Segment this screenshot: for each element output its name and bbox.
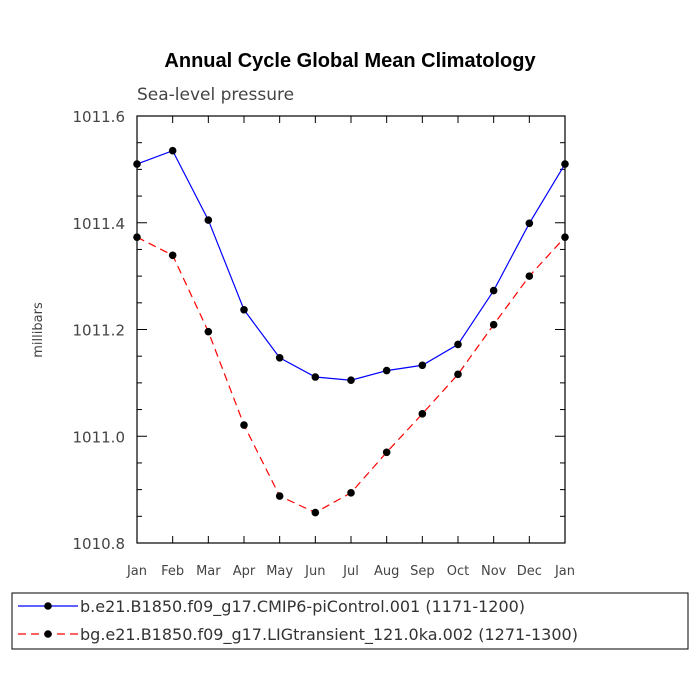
data-point bbox=[311, 373, 320, 381]
data-point bbox=[133, 233, 141, 241]
legend-marker bbox=[44, 630, 52, 638]
data-point bbox=[275, 353, 284, 362]
x-tick-label: Sep bbox=[410, 564, 435, 579]
x-tick-label: Oct bbox=[447, 564, 469, 579]
data-point bbox=[525, 272, 534, 280]
data-point bbox=[275, 492, 284, 500]
series-line-2 bbox=[136, 236, 566, 514]
data-point bbox=[168, 146, 177, 155]
data-point bbox=[454, 340, 462, 349]
x-tick-label: Aug bbox=[374, 564, 399, 579]
data-point bbox=[561, 233, 569, 241]
x-tick-label: Nov bbox=[481, 564, 507, 579]
data-point bbox=[382, 448, 391, 457]
data-point bbox=[454, 370, 462, 379]
data-point bbox=[347, 376, 355, 385]
legend-label-2: bg.e21.B1850.f09_g17.LIGtransient_121.0k… bbox=[80, 625, 578, 645]
x-tick-label: Jan bbox=[126, 564, 147, 579]
x-tick-label: Feb bbox=[161, 564, 184, 579]
y-axis-label: millibars bbox=[31, 302, 46, 358]
data-point bbox=[347, 489, 355, 497]
data-point bbox=[525, 219, 534, 228]
data-point bbox=[168, 251, 177, 260]
y-tick-label: 1010.8 bbox=[73, 535, 126, 553]
data-point bbox=[489, 320, 498, 329]
data-point bbox=[240, 305, 248, 314]
data-point bbox=[311, 508, 320, 517]
chart-subtitle: Sea-level pressure bbox=[137, 85, 294, 105]
data-point bbox=[418, 361, 427, 370]
legend-marker bbox=[44, 602, 52, 610]
x-tick-label: May bbox=[266, 564, 293, 579]
data-point bbox=[240, 421, 248, 429]
data-point bbox=[204, 216, 213, 224]
x-tick-label: Mar bbox=[196, 564, 221, 579]
data-point bbox=[561, 160, 569, 168]
legend-box bbox=[11, 592, 689, 650]
y-tick-label: 1011.2 bbox=[73, 322, 126, 340]
chart-title: Annual Cycle Global Mean Climatology bbox=[164, 50, 536, 72]
x-tick-label: Jan bbox=[554, 564, 575, 579]
y-tick-label: 1011.4 bbox=[73, 215, 126, 233]
legend-label-1: b.e21.B1850.f09_g17.CMIP6-piControl.001 … bbox=[80, 597, 525, 617]
series-line-1 bbox=[136, 149, 566, 381]
x-tick-label: Apr bbox=[233, 564, 256, 579]
x-tick-label: Jun bbox=[304, 564, 325, 579]
y-tick-label: 1011.6 bbox=[73, 108, 126, 126]
data-point bbox=[133, 160, 141, 168]
plot-frame bbox=[136, 115, 566, 544]
x-tick-label: Jul bbox=[342, 564, 359, 579]
data-point bbox=[204, 327, 213, 336]
x-tick-label: Dec bbox=[517, 564, 542, 579]
y-tick-label: 1011.0 bbox=[73, 428, 126, 446]
data-point bbox=[489, 286, 498, 295]
data-point bbox=[418, 410, 427, 418]
data-point bbox=[382, 366, 391, 375]
